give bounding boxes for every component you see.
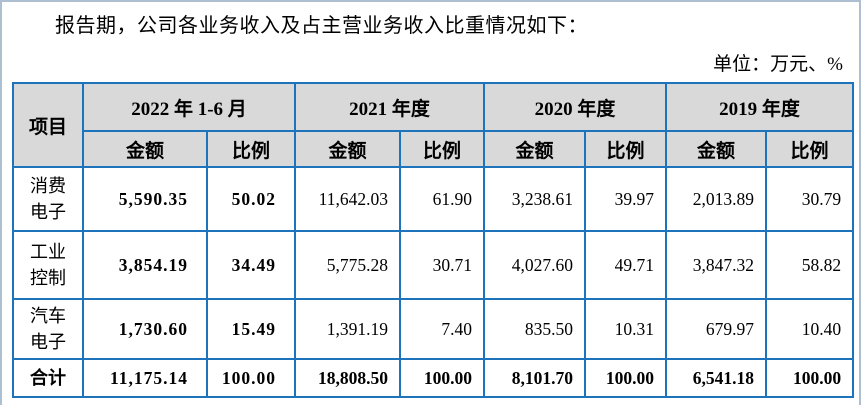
ratio-cell: 10.40 — [765, 298, 855, 360]
colgroup-2019: 2019 年度 — [665, 82, 855, 132]
header-row-sub: 金额 比例 金额 比例 金额 比例 金额 比例 — [13, 130, 855, 168]
table-row-automotive-electronics: 汽车电子 1,730.60 15.49 1,391.19 7.40 835.50… — [12, 298, 855, 360]
ratio-cell: 50.02 — [205, 166, 297, 232]
amount-cell: 3,854.19 — [82, 230, 208, 300]
amount-cell: 11,175.14 — [82, 358, 208, 398]
ratio-cell: 100.00 — [584, 358, 668, 398]
subheader-ratio: 比例 — [399, 130, 486, 168]
amount-cell: 3,238.61 — [483, 166, 587, 232]
amount-cell: 1,391.19 — [294, 298, 402, 360]
subheader-amount: 金额 — [294, 130, 402, 168]
ratio-cell: 39.97 — [584, 166, 668, 232]
ratio-cell: 30.71 — [399, 230, 486, 300]
amount-cell: 11,642.03 — [294, 166, 402, 232]
amount-cell: 5,775.28 — [294, 230, 402, 300]
revenue-table: 项目 2022 年 1-6 月 2021 年度 2020 年度 2019 年度 … — [12, 82, 855, 398]
subheader-ratio: 比例 — [584, 130, 668, 168]
amount-cell: 5,590.35 — [82, 166, 208, 232]
ratio-cell: 100.00 — [205, 358, 297, 398]
amount-cell: 8,101.70 — [483, 358, 587, 398]
ratio-cell: 49.71 — [584, 230, 668, 300]
colgroup-2021: 2021 年度 — [294, 82, 486, 132]
amount-cell: 679.97 — [665, 298, 768, 360]
ratio-cell: 34.49 — [205, 230, 297, 300]
row-label: 合计 — [12, 358, 84, 398]
amount-cell: 1,730.60 — [82, 298, 208, 360]
ratio-cell: 30.79 — [765, 166, 855, 232]
amount-cell: 3,847.32 — [665, 230, 768, 300]
ratio-cell: 58.82 — [765, 230, 855, 300]
table-row-industrial-control: 工业控制 3,854.19 34.49 5,775.28 30.71 4,027… — [12, 230, 855, 300]
row-label: 消费电子 — [12, 166, 84, 232]
header-row-years: 项目 2022 年 1-6 月 2021 年度 2020 年度 2019 年度 — [12, 82, 855, 168]
row-label: 工业控制 — [12, 230, 84, 300]
amount-cell: 4,027.60 — [483, 230, 587, 300]
amount-cell: 18,808.50 — [294, 358, 402, 398]
table-row-total: 合计 11,175.14 100.00 18,808.50 100.00 8,1… — [12, 358, 855, 398]
table-row-consumer-electronics: 消费电子 5,590.35 50.02 11,642.03 61.90 3,23… — [12, 166, 855, 232]
ratio-cell: 100.00 — [399, 358, 486, 398]
colgroup-2020: 2020 年度 — [483, 82, 668, 132]
ratio-cell: 7.40 — [399, 298, 486, 360]
ratio-cell: 15.49 — [205, 298, 297, 360]
ratio-cell: 10.31 — [584, 298, 668, 360]
amount-cell: 835.50 — [483, 298, 587, 360]
subheader-amount: 金额 — [483, 130, 587, 168]
subheader-ratio: 比例 — [205, 130, 297, 168]
colgroup-2022: 2022 年 1-6 月 — [81, 82, 297, 132]
amount-cell: 2,013.89 — [665, 166, 768, 232]
ratio-cell: 61.90 — [399, 166, 486, 232]
corner-header: 项目 — [12, 82, 84, 168]
subheader-amount: 金额 — [665, 130, 768, 168]
subheader-ratio: 比例 — [765, 130, 855, 168]
subheader-amount: 金额 — [82, 130, 208, 168]
row-label: 汽车电子 — [12, 298, 84, 360]
amount-cell: 6,541.18 — [665, 358, 768, 398]
ratio-cell: 100.00 — [765, 358, 855, 398]
intro-paragraph: 报告期，公司各业务收入及占主营业务收入比重情况如下： — [55, 15, 588, 37]
unit-label: 单位：万元、% — [713, 54, 843, 75]
